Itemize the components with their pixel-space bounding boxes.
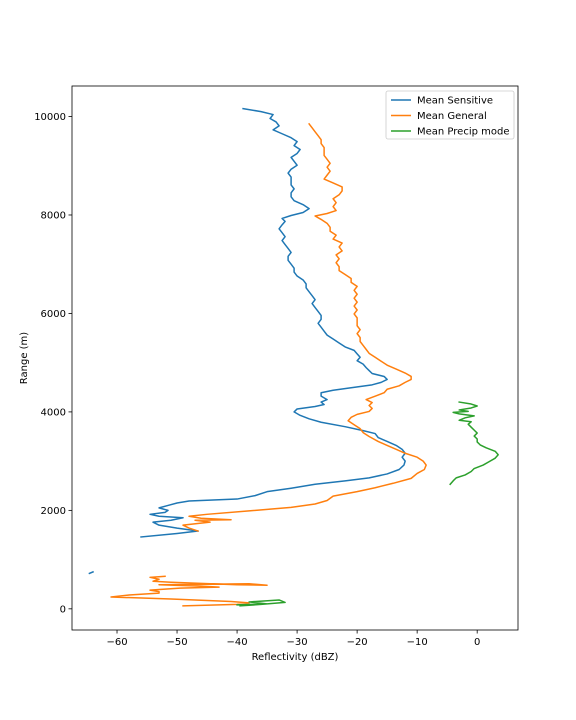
series-mean-general [110, 122, 427, 607]
y-tick-label: 0 [60, 604, 66, 615]
y-tick-label: 2000 [41, 506, 66, 517]
series-line-segment [449, 401, 499, 486]
series-line-segment [182, 122, 427, 532]
legend-box [385, 90, 515, 140]
legend: Mean Sensitive Mean General Mean Precip mo… [385, 90, 515, 140]
x-axis-label: Reflectivity (dBZ) [252, 652, 339, 663]
series-line-segment [236, 599, 286, 607]
y-tick-label: 6000 [41, 309, 66, 320]
y-tick-label: 8000 [41, 210, 66, 221]
series-layer [88, 107, 499, 607]
legend-entry-label: Mean General [417, 111, 487, 122]
series-line-segment [88, 570, 94, 575]
plot-area: −60 −50 −40 −30 −20 −10 0 0 2000 4000 6000 8000 100… [34, 85, 519, 648]
x-tick-label: 0 [474, 637, 480, 648]
y-axis-label: Range (m) [19, 332, 30, 385]
x-tick-label: −10 [407, 637, 428, 648]
y-axis-ticks: 0 2000 4000 6000 8000 10000 [34, 112, 72, 615]
x-tick-label: −50 [166, 637, 187, 648]
series-line-segment [110, 575, 268, 607]
y-tick-label: 4000 [41, 407, 66, 418]
legend-entry-label: Mean Precip mode [417, 127, 510, 138]
x-tick-label: −20 [347, 637, 368, 648]
y-tick-label: 10000 [34, 112, 66, 123]
x-tick-label: −30 [287, 637, 308, 648]
legend-entry-label: Mean Sensitive [417, 96, 493, 107]
axes-frame [71, 85, 519, 631]
series-mean-sensitive [88, 107, 406, 575]
x-tick-label: −40 [227, 637, 248, 648]
x-tick-label: −60 [106, 637, 127, 648]
series-mean-precip-mode [236, 401, 499, 607]
x-axis-ticks: −60 −50 −40 −30 −20 −10 0 [106, 630, 480, 648]
series-line-segment [140, 107, 406, 538]
